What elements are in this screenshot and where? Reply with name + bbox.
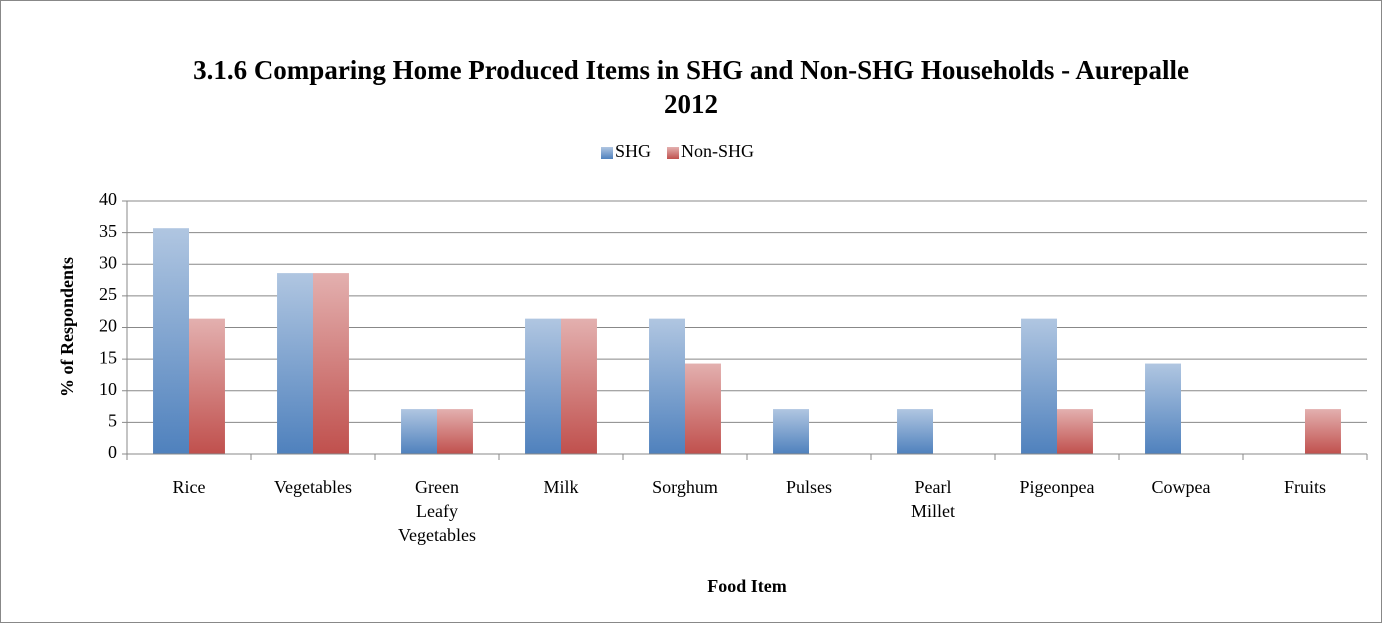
bar bbox=[1145, 363, 1181, 454]
bar bbox=[649, 318, 685, 454]
x-tick-label: Sorghum bbox=[652, 477, 718, 497]
y-tick-label: 0 bbox=[108, 442, 117, 462]
bar bbox=[897, 409, 933, 454]
y-tick-label: 40 bbox=[99, 189, 117, 209]
bar bbox=[1057, 409, 1093, 454]
x-tick-label: Fruits bbox=[1283, 477, 1327, 497]
bar bbox=[437, 409, 473, 454]
y-tick-label: 30 bbox=[99, 252, 117, 272]
bar bbox=[1305, 409, 1341, 454]
y-tick-label: 35 bbox=[99, 221, 117, 241]
legend-label: SHG bbox=[615, 141, 651, 161]
y-tick-label: 20 bbox=[99, 316, 117, 336]
bar bbox=[1021, 318, 1057, 454]
x-tick-label: Pulses bbox=[785, 477, 833, 497]
x-tick-label: Pearl Millet bbox=[911, 477, 955, 521]
x-tick-label: Pigeonpea bbox=[1019, 477, 1095, 497]
bar bbox=[313, 273, 349, 454]
y-tick-label: 15 bbox=[99, 347, 117, 367]
bar bbox=[153, 228, 189, 454]
bar bbox=[189, 318, 225, 454]
x-axis-label: Food Item bbox=[707, 576, 787, 596]
y-tick-label: 5 bbox=[108, 411, 117, 431]
bar bbox=[401, 409, 437, 454]
bar bbox=[525, 318, 561, 454]
x-tick-label: Rice bbox=[172, 477, 206, 497]
bar bbox=[561, 318, 597, 454]
legend-swatch bbox=[667, 147, 680, 159]
bar bbox=[685, 363, 721, 454]
x-tick-label: Green Leafy Vegetables bbox=[398, 477, 476, 545]
y-tick-label: 25 bbox=[99, 284, 117, 304]
x-tick-label: Milk bbox=[543, 477, 579, 497]
y-axis-label: % of Respondents bbox=[57, 257, 77, 397]
legend-swatch bbox=[601, 147, 613, 159]
x-tick-label: Vegetables bbox=[274, 477, 352, 497]
chart-title: 3.1.6 Comparing Home Produced Items in S… bbox=[193, 55, 1189, 119]
bar bbox=[773, 409, 809, 454]
y-tick-label: 10 bbox=[99, 379, 117, 399]
x-tick-label: Cowpea bbox=[1151, 477, 1211, 497]
bar bbox=[277, 273, 313, 454]
legend-label: Non-SHG bbox=[681, 141, 754, 161]
